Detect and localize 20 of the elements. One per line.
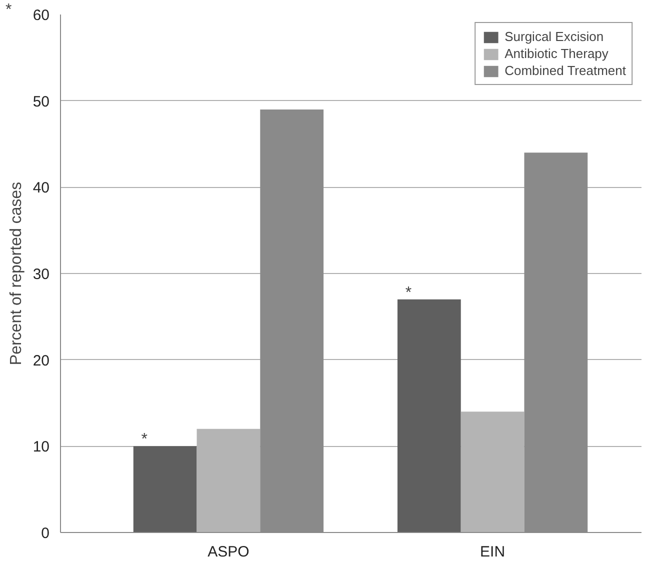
y-tick-label: 40 [32,180,50,197]
bar [397,299,461,532]
y-tick-label: 10 [32,438,50,456]
annotation: * [141,431,148,448]
x-tick-label: EIN [480,544,506,560]
bar [460,412,524,532]
annotation: * [405,284,412,302]
y-tick-label: 0 [41,525,50,542]
text: * [6,2,12,18]
legend-label: Combined Treatment [504,63,626,78]
y-tick-label: 60 [32,7,50,24]
y-tick-label: 30 [32,266,50,283]
bar [133,446,197,532]
x-tick-label: ASPO [208,544,250,560]
y-tick-label: 50 [32,93,50,110]
legend-label: Surgical Excision [504,29,604,44]
y-axis-title: Percent of reported cases [8,182,25,366]
legend-label: Antibiotic Therapy [504,46,608,61]
bar [196,428,260,532]
y-tick-label: 20 [32,352,50,370]
